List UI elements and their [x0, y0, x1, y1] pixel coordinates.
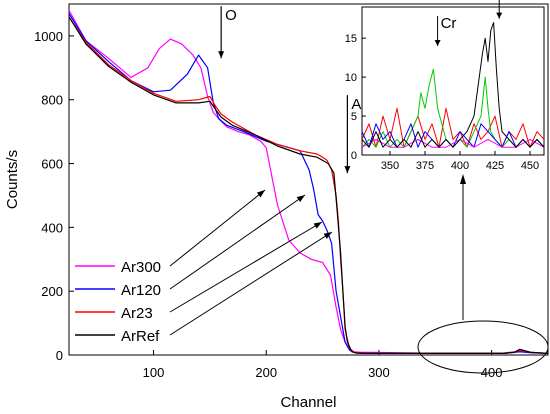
annotation-al: Al [351, 96, 364, 113]
legend-pointer-line [169, 189, 266, 267]
inset-y-tick-label: 5 [351, 111, 357, 123]
inset-plot: 350375400425450051015CrAs [345, 0, 545, 172]
main-plot-frame [68, 3, 549, 356]
inset-y-tick-label: 0 [351, 150, 357, 162]
main-plot: 100 200 300 40002004006008001000ChannelCoun… [4, 3, 549, 411]
y-tick-label: 800 [41, 93, 63, 108]
inset-y-tick-label: 15 [345, 33, 357, 45]
x-axis-label: Channel [281, 394, 337, 411]
legend-pointer-arrowhead [296, 195, 305, 203]
legend-label-ar120: Ar120 [121, 282, 161, 299]
inset-x-tick-label: 400 [451, 160, 469, 172]
inset-annotation-arrowhead [496, 12, 503, 19]
inset-x-tick-label: 425 [486, 160, 504, 172]
legend-label-ar23: Ar23 [121, 305, 153, 322]
x-tick-label: 200 [255, 365, 277, 380]
inset-series-line-5 [361, 22, 545, 148]
legend-label-arref: ArRef [121, 328, 160, 345]
inset-annotation-cr: Cr [441, 15, 457, 32]
annotation-o: O [225, 7, 237, 24]
y-axis-label: Counts/s [4, 150, 21, 209]
inset-x-tick-label: 450 [521, 160, 539, 172]
zoom-pointer-arrowhead [460, 174, 466, 184]
inset-series-line-1 [361, 107, 545, 148]
overlay [169, 174, 549, 374]
y-tick-label: 600 [41, 157, 63, 172]
legend-pointer-line [169, 231, 333, 336]
y-tick-label: 0 [56, 348, 63, 363]
y-tick-label: 200 [41, 284, 63, 299]
legend-pointer-line [169, 221, 323, 313]
legend: Ar300 Ar120 Ar23 ArRef [75, 259, 161, 345]
series-line-arref [68, 16, 549, 354]
inset-x-tick-label: 375 [416, 160, 434, 172]
y-tick-label: 400 [41, 220, 63, 235]
inset-x-tick-label: 350 [381, 160, 399, 172]
x-tick-label: 100 [143, 365, 165, 380]
inset-series-line-4 [361, 138, 545, 148]
inset-annotation-arrowhead [434, 39, 441, 46]
inset-y-tick-label: 10 [345, 72, 357, 84]
legend-pointer-arrowhead [256, 190, 265, 198]
legend-label-ar300: Ar300 [121, 259, 161, 276]
legend-pointer-arrowhead [323, 232, 332, 239]
legend-pointer-arrowhead [313, 222, 322, 229]
x-tick-label: 300 [368, 365, 390, 380]
annotation-arrowhead [218, 51, 225, 59]
zoom-region-ellipse [417, 320, 549, 374]
y-tick-label: 1000 [34, 29, 63, 44]
legend-pointer-line [169, 194, 306, 290]
annotation-arrowhead [344, 166, 351, 174]
